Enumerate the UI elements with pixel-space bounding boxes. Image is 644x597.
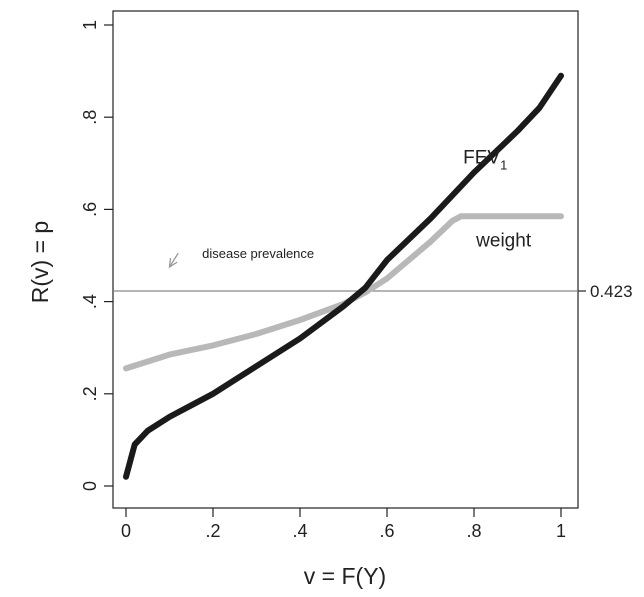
series-line-fev1 — [123, 72, 564, 480]
y-tick-label: 1 — [80, 20, 100, 30]
y-axis: 0 .2 .4 .6 .8 1 — [80, 20, 113, 491]
x-tick-label: .8 — [466, 521, 481, 541]
y-tick-label: .4 — [80, 294, 100, 309]
series-label-fev1: FEV1 — [463, 147, 507, 172]
y-tick-label: 0 — [80, 481, 100, 491]
series-line-weight — [123, 213, 564, 372]
annotation-disease-prevalence: disease prevalence — [202, 246, 314, 261]
x-tick-label: 0 — [121, 521, 131, 541]
plot-frame — [112, 10, 579, 509]
series-label-weight: weight — [475, 230, 532, 251]
y-tick-label: .6 — [80, 202, 100, 217]
y-tick-label: .2 — [80, 386, 100, 401]
x-axis-title: v = F(Y) — [304, 563, 386, 589]
series-layer — [123, 72, 564, 480]
x-tick-label: 1 — [556, 521, 566, 541]
x-tick-label: .2 — [205, 521, 220, 541]
y-tick-label: .8 — [80, 110, 100, 125]
y-axis-title: R(v) = p — [27, 221, 53, 303]
annotation-arrowhead — [168, 258, 178, 269]
x-tick-label: .6 — [379, 521, 394, 541]
x-tick-label: .4 — [292, 521, 307, 541]
series-label-fev1-subscript: 1 — [500, 157, 507, 172]
reference-line-label: 0.423 — [590, 282, 633, 301]
annotation-arrow — [168, 252, 179, 268]
series-label-fev1-name: FEV — [463, 147, 500, 168]
x-axis: 0 .2 .4 .6 .8 1 — [121, 508, 566, 541]
